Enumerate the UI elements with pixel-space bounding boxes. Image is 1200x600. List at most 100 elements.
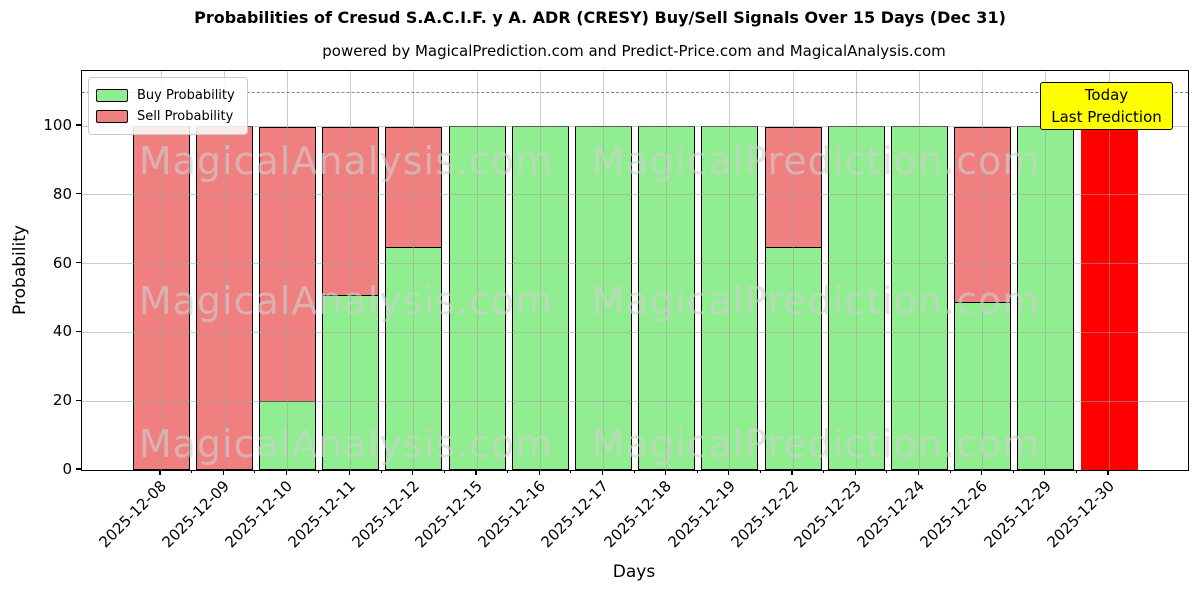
today-annotation-line2: Last Prediction: [1051, 108, 1162, 126]
watermark-text: MagicalAnalysis.com: [138, 139, 554, 183]
x-gridline: [350, 71, 352, 470]
x-gridline: [666, 71, 668, 470]
watermark-text: MagicalPrediction.com: [591, 139, 1041, 183]
x-gridline: [223, 71, 225, 470]
legend-item-sell: Sell Probability: [96, 106, 235, 127]
x-minor-tick-mark: [759, 470, 762, 473]
today-annotation: Today Last Prediction: [1040, 82, 1173, 130]
plot-area: MagicalAnalysis.com MagicalAnalysis.com Ma…: [81, 70, 1189, 471]
x-minor-tick-mark: [254, 470, 256, 473]
chart-title: Probabilities of Cresud S.A.C.I.F. y A. …: [194, 8, 1006, 27]
x-tick-mark: [285, 470, 287, 475]
x-minor-tick-mark: [823, 470, 825, 473]
x-minor-tick-mark: [633, 470, 635, 473]
x-gridline: [729, 71, 731, 470]
x-gridline: [160, 71, 162, 470]
y-tick-mark: [76, 399, 81, 401]
x-tick-label-text: 2025-12-15: [411, 477, 486, 552]
y-tick-label: 60: [52, 253, 72, 272]
x-gridline: [792, 71, 794, 470]
x-minor-tick-mark: [886, 470, 888, 473]
y-gridline: [82, 125, 1188, 127]
x-tick-mark: [412, 470, 414, 475]
y-gridline: [82, 194, 1188, 196]
x-tick-mark: [854, 470, 856, 475]
x-tick-mark: [791, 470, 793, 475]
y-tick-label: 40: [52, 322, 72, 341]
watermark-text: MagicalAnalysis.com: [138, 422, 554, 466]
x-tick-label-text: 2025-12-10: [221, 477, 297, 552]
x-tick-label-text: 2025-12-09: [158, 477, 233, 552]
y-tick-mark: [76, 468, 81, 470]
x-gridline: [413, 71, 415, 470]
x-gridline: [982, 71, 984, 470]
x-tick-label-text: 2025-12-12: [348, 477, 423, 552]
x-tick-label-text: 2025-12-17: [537, 477, 613, 552]
y-gridline: [82, 331, 1188, 333]
x-minor-tick-mark: [696, 470, 698, 473]
x-tick-label-text: 2025-12-26: [916, 477, 992, 552]
x-minor-tick-mark: [1012, 470, 1014, 473]
x-minor-tick-mark: [380, 470, 382, 473]
legend-swatch-buy: [96, 89, 128, 102]
x-tick-label-text: 2025-12-18: [600, 477, 676, 552]
x-tick-label-text: 2025-12-16: [474, 477, 549, 552]
x-gridline: [539, 71, 541, 470]
x-tick-label-text: 2025-12-11: [284, 477, 360, 552]
x-tick-mark: [222, 470, 224, 475]
x-tick-mark: [917, 470, 919, 475]
watermark-text: MagicalPrediction.com: [591, 279, 1041, 323]
x-tick-label-text: 2025-12-22: [727, 477, 802, 552]
x-gridline: [1045, 71, 1047, 470]
x-gridline: [855, 71, 857, 470]
x-tick-mark: [1107, 470, 1109, 475]
y-tick-label: 20: [52, 391, 72, 410]
legend-swatch-sell: [96, 110, 128, 123]
y-tick-mark: [76, 262, 81, 264]
x-tick-mark: [159, 470, 161, 475]
legend-item-buy: Buy Probability: [96, 85, 235, 106]
x-tick-mark: [475, 470, 477, 475]
legend-label-sell: Sell Probability: [137, 109, 234, 124]
x-tick-label-text: 2025-12-24: [853, 477, 929, 552]
y-tick-label: 0: [62, 460, 72, 478]
x-tick-mark: [1044, 470, 1046, 475]
x-tick-mark: [728, 470, 730, 475]
x-minor-tick-mark: [1075, 470, 1078, 473]
watermark-text: MagicalAnalysis.com: [138, 279, 554, 323]
x-tick-label-text: 2025-12-29: [980, 477, 1055, 552]
y-tick-label: 80: [52, 184, 72, 203]
x-minor-tick-mark: [570, 470, 572, 473]
x-tick-label-text: 2025-12-23: [790, 477, 865, 552]
x-minor-tick-mark: [949, 470, 951, 473]
today-annotation-line1: Today: [1084, 86, 1129, 104]
x-tick-mark: [601, 470, 603, 475]
x-tick-label-text: 2025-12-19: [664, 477, 739, 552]
x-gridline: [918, 71, 920, 470]
y-gridline: [82, 400, 1188, 402]
x-tick-label-text: 2025-12-08: [95, 477, 170, 552]
y-tick-label: 100: [43, 116, 72, 135]
threshold-line: [82, 91, 1188, 93]
y-tick-mark: [76, 124, 81, 126]
x-minor-tick-mark: [507, 470, 509, 473]
watermark-text: MagicalPrediction.com: [591, 422, 1041, 466]
y-tick-mark: [76, 330, 81, 332]
chart-subtitle: powered by MagicalPrediction.com and Pre…: [322, 42, 946, 60]
x-tick-mark: [538, 470, 540, 475]
x-gridline: [1108, 71, 1110, 470]
x-minor-tick-mark: [191, 470, 193, 473]
y-axis-label: Probability: [10, 225, 30, 315]
x-tick-mark: [981, 470, 983, 475]
legend: Buy Probability Sell Probability: [88, 77, 248, 135]
x-axis-label: Days: [612, 562, 656, 582]
x-gridline: [476, 71, 478, 470]
x-tick-label-text: 2025-12-30: [1043, 477, 1118, 552]
x-gridline: [286, 71, 288, 470]
x-tick-mark: [665, 470, 667, 475]
y-tick-mark: [76, 193, 81, 195]
x-minor-tick-mark: [443, 470, 446, 473]
x-minor-tick-mark: [317, 470, 319, 473]
y-gridline: [82, 263, 1188, 265]
